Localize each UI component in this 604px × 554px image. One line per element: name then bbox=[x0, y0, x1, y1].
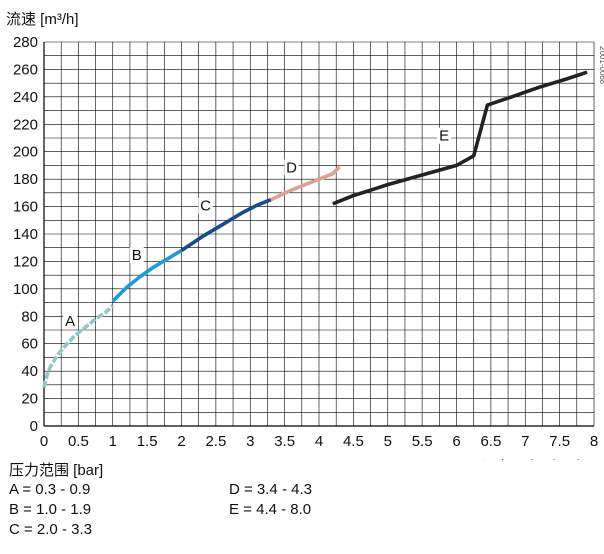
x-tick-label: 1.5 bbox=[137, 433, 158, 450]
annotation-background bbox=[198, 197, 213, 214]
y-tick-label: 0 bbox=[30, 418, 38, 435]
x-tick-label: 2.5 bbox=[205, 433, 226, 450]
curve-label-b: B bbox=[132, 247, 142, 264]
series-e-line bbox=[332, 70, 588, 206]
y-tick-label: 240 bbox=[13, 89, 38, 106]
legend-item-a: A = 0.3 - 0.9 bbox=[9, 481, 91, 498]
y-tick-label: 100 bbox=[13, 281, 38, 298]
x-tick-label: 7 bbox=[521, 433, 529, 450]
x-tick-label: 7.5 bbox=[549, 433, 570, 450]
annotation-background bbox=[437, 127, 452, 144]
x-tick-label: 6.5 bbox=[480, 433, 501, 450]
series-d-line bbox=[270, 165, 341, 202]
y-tick-label: 60 bbox=[21, 336, 38, 353]
x-tick-label: 0 bbox=[40, 433, 48, 450]
x-tick-label: 2 bbox=[177, 433, 185, 450]
y-tick-label: 140 bbox=[13, 226, 38, 243]
y-tick-label: 160 bbox=[13, 199, 38, 216]
curve-label-a: A bbox=[65, 313, 75, 330]
y-tick-label: 260 bbox=[13, 61, 38, 78]
legend-item-b: B = 1.0 - 1.9 bbox=[9, 501, 92, 518]
y-tick-label: 80 bbox=[21, 308, 38, 325]
x-tick-label: 4.5 bbox=[343, 433, 364, 450]
x-tick-label: 0.5 bbox=[68, 433, 89, 450]
curve-label-d: D bbox=[286, 159, 297, 176]
x-tick-label: 5.5 bbox=[412, 433, 433, 450]
x-tick-label: 6 bbox=[452, 433, 460, 450]
annotation-background bbox=[129, 247, 144, 264]
y-tick-label: 40 bbox=[21, 363, 38, 380]
y-tick-label: 280 bbox=[13, 34, 38, 51]
x-tick-label: 5 bbox=[384, 433, 392, 450]
watermark-code: 2001-0068 bbox=[598, 46, 604, 85]
curve-label-c: C bbox=[200, 198, 211, 215]
legend-item-e: E = 4.4 - 8.0 bbox=[229, 501, 312, 518]
series-c-line bbox=[180, 198, 272, 252]
legend-item-d: D = 3.4 - 4.3 bbox=[229, 481, 312, 498]
flow-pressure-chart: 0 0.5 1 1.5 2 2.5 3 3.5 4 4.5 5 5.5 6 6.5 7 7.5 80204060… bbox=[6, 11, 604, 460]
x-tick-label: 3.5 bbox=[274, 433, 295, 450]
curve-label-e: E bbox=[439, 128, 449, 145]
series-b-line bbox=[111, 248, 183, 303]
annotation-background bbox=[63, 312, 78, 329]
legend-column-2: D = 3.4 - 4.3 E = 4.4 - 8.0 bbox=[229, 480, 312, 520]
y-tick-label: 20 bbox=[21, 391, 38, 408]
legend-column-1: A = 0.3 - 0.9 B = 1.0 - 1.9 C = 2.0 - 3.… bbox=[9, 480, 92, 540]
x-tick-label: 3 bbox=[246, 433, 254, 450]
y-axis-title: 流速 [m³/h] bbox=[6, 11, 79, 28]
x-tick-label: 1 bbox=[109, 433, 117, 450]
y-tick-label: 220 bbox=[13, 116, 38, 133]
y-tick-label: 200 bbox=[13, 144, 38, 161]
legend-item-c: C = 2.0 - 3.3 bbox=[9, 521, 92, 538]
y-tick-label: 180 bbox=[13, 171, 38, 188]
x-tick-label: 4 bbox=[315, 433, 323, 450]
x-tick-label: 8 bbox=[590, 433, 598, 450]
legend-title: 压力范围 [bar] bbox=[9, 462, 104, 479]
annotation-background bbox=[284, 159, 299, 176]
series-a-line bbox=[42, 304, 115, 389]
x-axis-title: 设定压力（bar） bbox=[480, 459, 592, 460]
y-tick-label: 120 bbox=[13, 253, 38, 270]
